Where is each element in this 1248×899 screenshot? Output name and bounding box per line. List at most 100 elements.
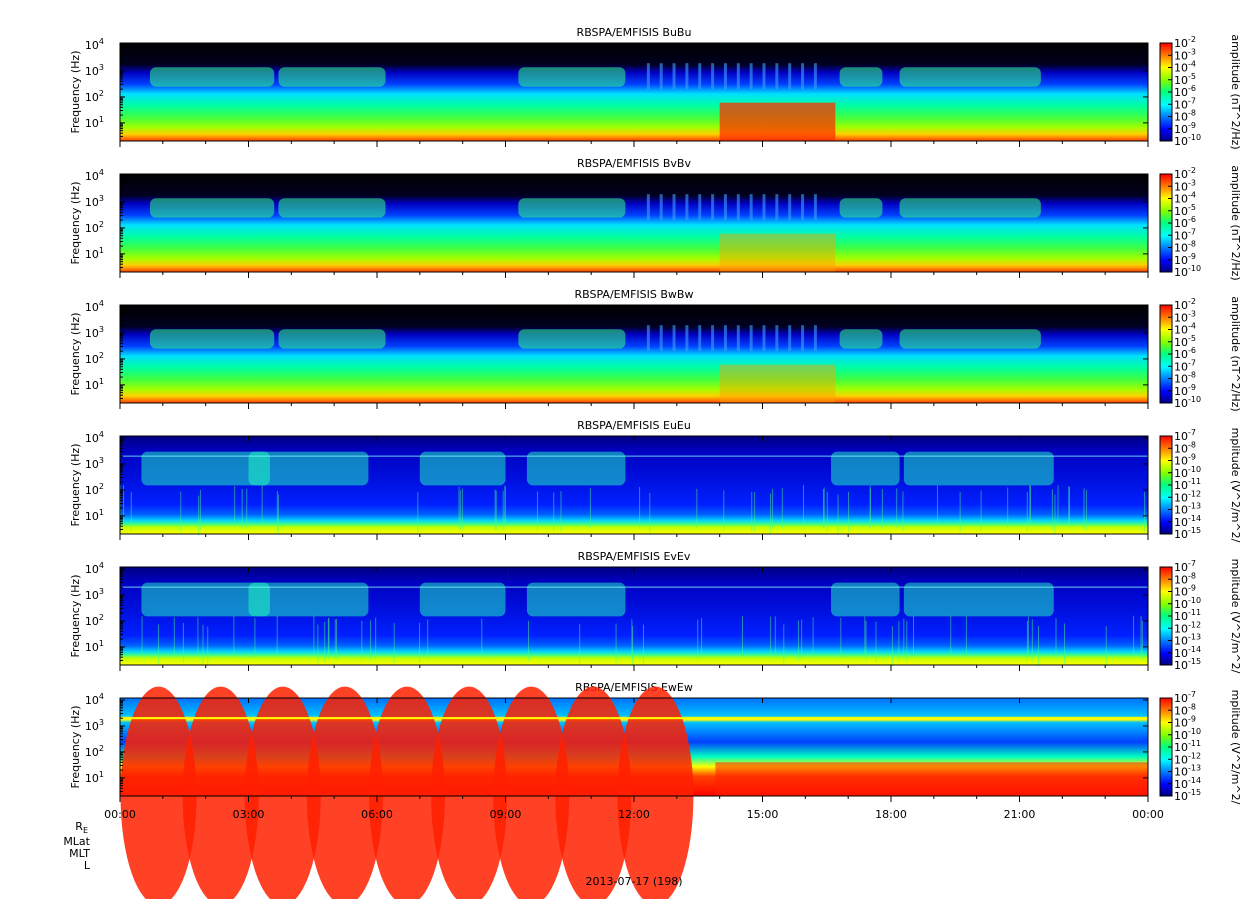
colorbar-label: amplitude (nT^2/Hz): [1229, 296, 1242, 411]
panel-1: RBSPA/EMFISIS BuBu 101 102 103 104Frequency …: [69, 26, 1242, 150]
colorbar-tick-label: 10-5: [1174, 72, 1196, 87]
x-tick-label: 00:00: [104, 808, 136, 821]
colorbar-tick-label: 10-7: [1174, 559, 1196, 574]
x-tick-label: 06:00: [361, 808, 393, 821]
colorbar-tick-label: 10-3: [1174, 47, 1196, 62]
panel-2: RBSPA/EMFISIS BvBv 101 102 103 104Frequency …: [69, 157, 1242, 281]
colorbar-tick-label: 10-7: [1174, 227, 1196, 242]
colorbar-tick-label: 10-10: [1174, 465, 1201, 480]
colorbar-tick-label: 10-10: [1174, 264, 1201, 279]
colorbar-tick-label: 10-9: [1174, 121, 1196, 136]
spectrogram-image: [120, 43, 1148, 141]
y-tick-label: 102: [85, 744, 104, 759]
colorbar-tick-label: 10-14: [1174, 776, 1201, 791]
colorbar-tick-label: 10-8: [1174, 571, 1196, 586]
y-tick-label: 103: [85, 325, 104, 340]
y-tick-label: 101: [85, 377, 104, 392]
colorbar-tick-label: 10-8: [1174, 440, 1196, 455]
y-tick-label: 102: [85, 482, 104, 497]
y-axis-label: Frequency (Hz): [69, 706, 82, 789]
panel-6: RBSPA/EMFISIS EwEw101102103104Frequency …: [69, 681, 1242, 899]
y-tick-label: 101: [85, 246, 104, 261]
colorbar-tick-label: 10-2: [1174, 297, 1196, 312]
colorbar: 10-710-810-910-1010-1110-1210-1310-1410-…: [1159, 690, 1242, 805]
x-tick-label: 09:00: [490, 808, 522, 821]
colorbar: 10-710-810-910-1010-1110-1210-1310-1410-…: [1159, 428, 1242, 543]
y-tick-label: 103: [85, 587, 104, 602]
colorbar-tick-label: 10-12: [1174, 620, 1201, 635]
y-tick-label: 102: [85, 613, 104, 628]
x-tick-label: 03:00: [233, 808, 265, 821]
colorbar-tick-label: 10-7: [1174, 96, 1196, 111]
colorbar-tick-label: 10-14: [1174, 645, 1201, 660]
panel-title: RBSPA/EMFISIS BuBu: [577, 26, 692, 39]
panel-4: RBSPA/EMFISIS EuEu 101 102 103 104Frequency …: [69, 419, 1242, 543]
spectral-features: [149, 63, 1041, 141]
panel-title: RBSPA/EMFISIS BvBv: [577, 157, 691, 170]
y-tick-label: 104: [85, 561, 104, 576]
colorbar-tick-label: 10-15: [1174, 526, 1201, 541]
colorbar-tick-label: 10-8: [1174, 702, 1196, 717]
spectrogram-image: [120, 174, 1148, 272]
y-tick-label: 103: [85, 718, 104, 733]
x-tick-label: 12:00: [618, 808, 650, 821]
colorbar-tick-label: 10-8: [1174, 109, 1196, 124]
y-tick-label: 103: [85, 194, 104, 209]
colorbar-tick-label: 10-11: [1174, 477, 1201, 492]
colorbar-tick-label: 10-15: [1174, 657, 1201, 672]
spectral-features: [149, 194, 1041, 272]
y-tick-label: 104: [85, 299, 104, 314]
spectral-features: [120, 686, 1148, 899]
colorbar-tick-label: 10-11: [1174, 608, 1201, 623]
colorbar-tick-label: 10-3: [1174, 178, 1196, 193]
y-axis-label: Frequency (Hz): [69, 51, 82, 134]
colorbar-tick-label: 10-10: [1174, 596, 1201, 611]
x-tick-label: 15:00: [747, 808, 779, 821]
colorbar-tick-label: 10-8: [1174, 371, 1196, 386]
colorbar-tick-label: 10-9: [1174, 584, 1196, 599]
y-tick-label: 103: [85, 456, 104, 471]
panel-3: RBSPA/EMFISIS BwBw 101 102 103 104Frequency …: [69, 288, 1242, 412]
y-tick-label: 102: [85, 351, 104, 366]
y-tick-label: 104: [85, 168, 104, 183]
colorbar-tick-label: 10-3: [1174, 309, 1196, 324]
spectrogram-image: [120, 305, 1148, 403]
spectral-features: [120, 582, 1148, 667]
colorbar: 10-710-810-910-1010-1110-1210-1310-1410-…: [1159, 559, 1242, 674]
y-tick-label: 101: [85, 639, 104, 654]
colorbar-tick-label: 10-6: [1174, 215, 1196, 230]
y-axis-label: Frequency (Hz): [69, 575, 82, 658]
x-tick-label: 00:00: [1132, 808, 1164, 821]
x-tick-label: 21:00: [1004, 808, 1036, 821]
colorbar-label: amplitude (nT^2/Hz): [1229, 165, 1242, 280]
colorbar-tick-label: 10-15: [1174, 788, 1201, 803]
date-label: 2013-07-17 (198): [585, 875, 682, 888]
colorbar-label: mplitude (V^2/m^2/: [1229, 428, 1242, 543]
colorbar-tick-label: 10-13: [1174, 764, 1201, 779]
y-axis-label: Frequency (Hz): [69, 313, 82, 396]
spectral-features: [149, 325, 1041, 403]
colorbar-label: amplitude (nT^2/Hz): [1229, 34, 1242, 149]
colorbar-tick-label: 10-10: [1174, 727, 1201, 742]
panel-5: RBSPA/EMFISIS EvEv 101 102 103 104Frequency …: [69, 550, 1242, 674]
panel-title: RBSPA/EMFISIS EvEv: [578, 550, 691, 563]
spectral-features: [120, 451, 1148, 536]
colorbar-tick-label: 10-10: [1174, 133, 1201, 148]
colorbar-tick-label: 10-5: [1174, 334, 1196, 349]
y-tick-label: 102: [85, 89, 104, 104]
y-axis-label: Frequency (Hz): [69, 182, 82, 265]
x-axis-label-re: RE: [75, 820, 88, 835]
x-axis-label-mlat: MLat: [63, 835, 90, 848]
colorbar-tick-label: 10-12: [1174, 489, 1201, 504]
colorbar: 10-210-310-410-510-610-710-810-910-10 amp…: [1159, 165, 1242, 281]
colorbar-tick-label: 10-10: [1174, 395, 1201, 410]
colorbar-tick-label: 10-9: [1174, 252, 1196, 267]
colorbar-tick-label: 10-8: [1174, 240, 1196, 255]
colorbar-tick-label: 10-2: [1174, 35, 1196, 50]
y-tick-label: 102: [85, 220, 104, 235]
colorbar: 10-210-310-410-510-610-710-810-910-10 amp…: [1159, 296, 1242, 412]
colorbar-tick-label: 10-9: [1174, 715, 1196, 730]
colorbar-tick-label: 10-12: [1174, 751, 1201, 766]
colorbar-tick-label: 10-7: [1174, 358, 1196, 373]
